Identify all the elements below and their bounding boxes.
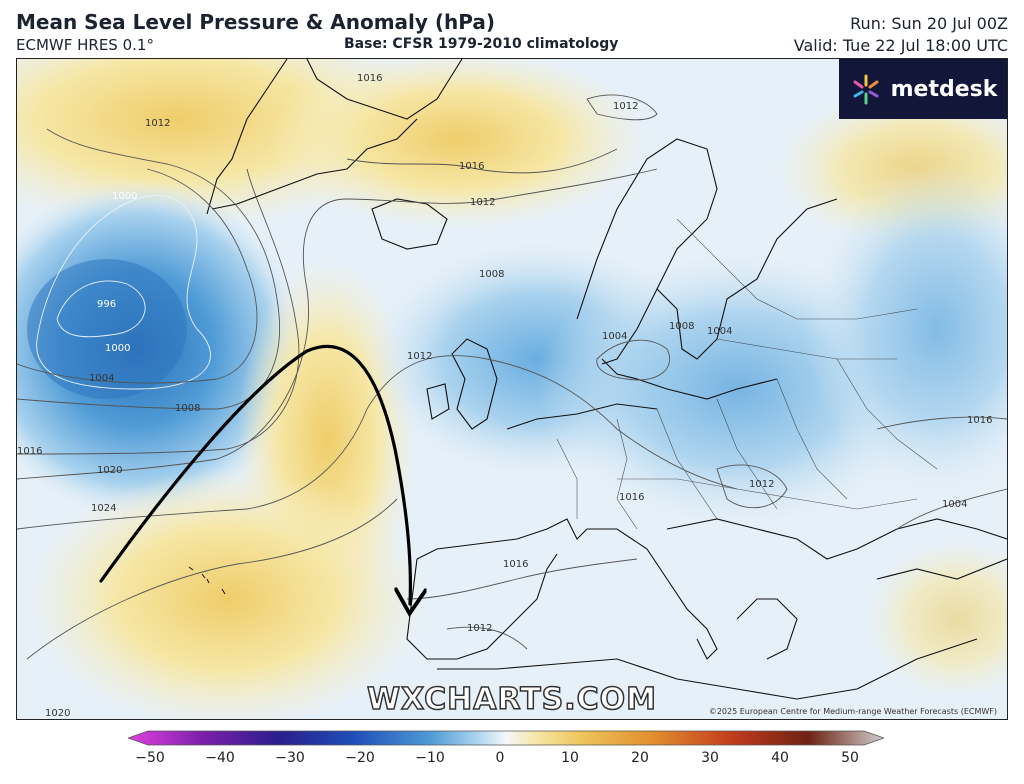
isobar-label: 1004 (89, 373, 114, 384)
colorbar-tick-label: 20 (631, 750, 649, 766)
isobar-label: 1016 (503, 559, 528, 570)
colorbar-tick-label: 10 (561, 750, 579, 766)
coastlines (206, 59, 1007, 700)
isobar-label: 1024 (91, 503, 116, 514)
colorbar-tick-label: −50 (135, 750, 165, 766)
colorbar-tick-label: −20 (345, 750, 375, 766)
isobar-label: 1012 (749, 479, 774, 490)
atlantic-islands (188, 566, 226, 595)
isobar-label: 1016 (459, 161, 484, 172)
isobars (17, 94, 1007, 660)
isobar-label: 1008 (669, 321, 694, 332)
wxcharts-watermark: WXCHARTS.COM (366, 681, 658, 718)
isobar-label: 1020 (45, 708, 70, 719)
colorbar-tick-label: 30 (701, 750, 719, 766)
isobar-label: 1000 (112, 191, 137, 202)
isobar-label: 1012 (613, 101, 638, 112)
colorbar-tick-label: 0 (495, 750, 505, 766)
colorbar-tick-label: −40 (205, 750, 235, 766)
pressure-anomaly-map[interactable]: 996 1000 1000 1004 1004 1004 1004 1008 1… (16, 58, 1008, 720)
metdesk-logo-icon (853, 74, 879, 105)
isobar-label: 1004 (942, 499, 967, 510)
isobar-label: 1012 (467, 623, 492, 634)
isobar-label: 1012 (145, 118, 170, 129)
isobar-label: 1000 (105, 343, 130, 354)
anomaly-colorbar (128, 730, 884, 746)
chart-title: Mean Sea Level Pressure & Anomaly (hPa) (16, 10, 496, 34)
isobar-label: 1008 (479, 269, 504, 280)
isobar-label: 1016 (357, 73, 382, 84)
copyright-notice: ©2025 European Centre for Medium-range W… (708, 707, 997, 716)
isobar-label: 1012 (470, 197, 495, 208)
model-name: ECMWF HRES 0.1° (16, 36, 154, 54)
isobar-label: 1020 (97, 465, 122, 476)
country-borders (556, 218, 938, 530)
isobar-labels: 996 1000 1000 1004 1004 1004 1004 1008 1… (17, 73, 992, 719)
isobar-label: 1016 (967, 415, 992, 426)
isobar-label: 1004 (707, 326, 732, 337)
run-time: Run: Sun 20 Jul 00Z (850, 14, 1008, 33)
metdesk-logo[interactable]: metdesk (839, 59, 1007, 119)
valid-time: Valid: Tue 22 Jul 18:00 UTC (793, 36, 1008, 55)
isobar-label: 1016 (619, 492, 644, 503)
map-canvas: 996 1000 1000 1004 1004 1004 1004 1008 1… (17, 59, 1007, 719)
isobar-label: 1004 (602, 331, 627, 342)
metdesk-logo-text: metdesk (890, 76, 998, 102)
colorbar-tick-label: −10 (415, 750, 445, 766)
isobar-label: 1008 (175, 403, 200, 414)
isobar-label: 1016 (17, 446, 42, 457)
isobar-label: 1012 (407, 351, 432, 362)
annotation-arrow (99, 344, 410, 604)
isobar-label: 996 (97, 299, 116, 310)
colorbar-tick-label: −30 (275, 750, 305, 766)
colorbar-tick-label: 50 (841, 750, 859, 766)
climatology-base: Base: CFSR 1979-2010 climatology (344, 36, 619, 52)
colorbar-tick-label: 40 (771, 750, 789, 766)
